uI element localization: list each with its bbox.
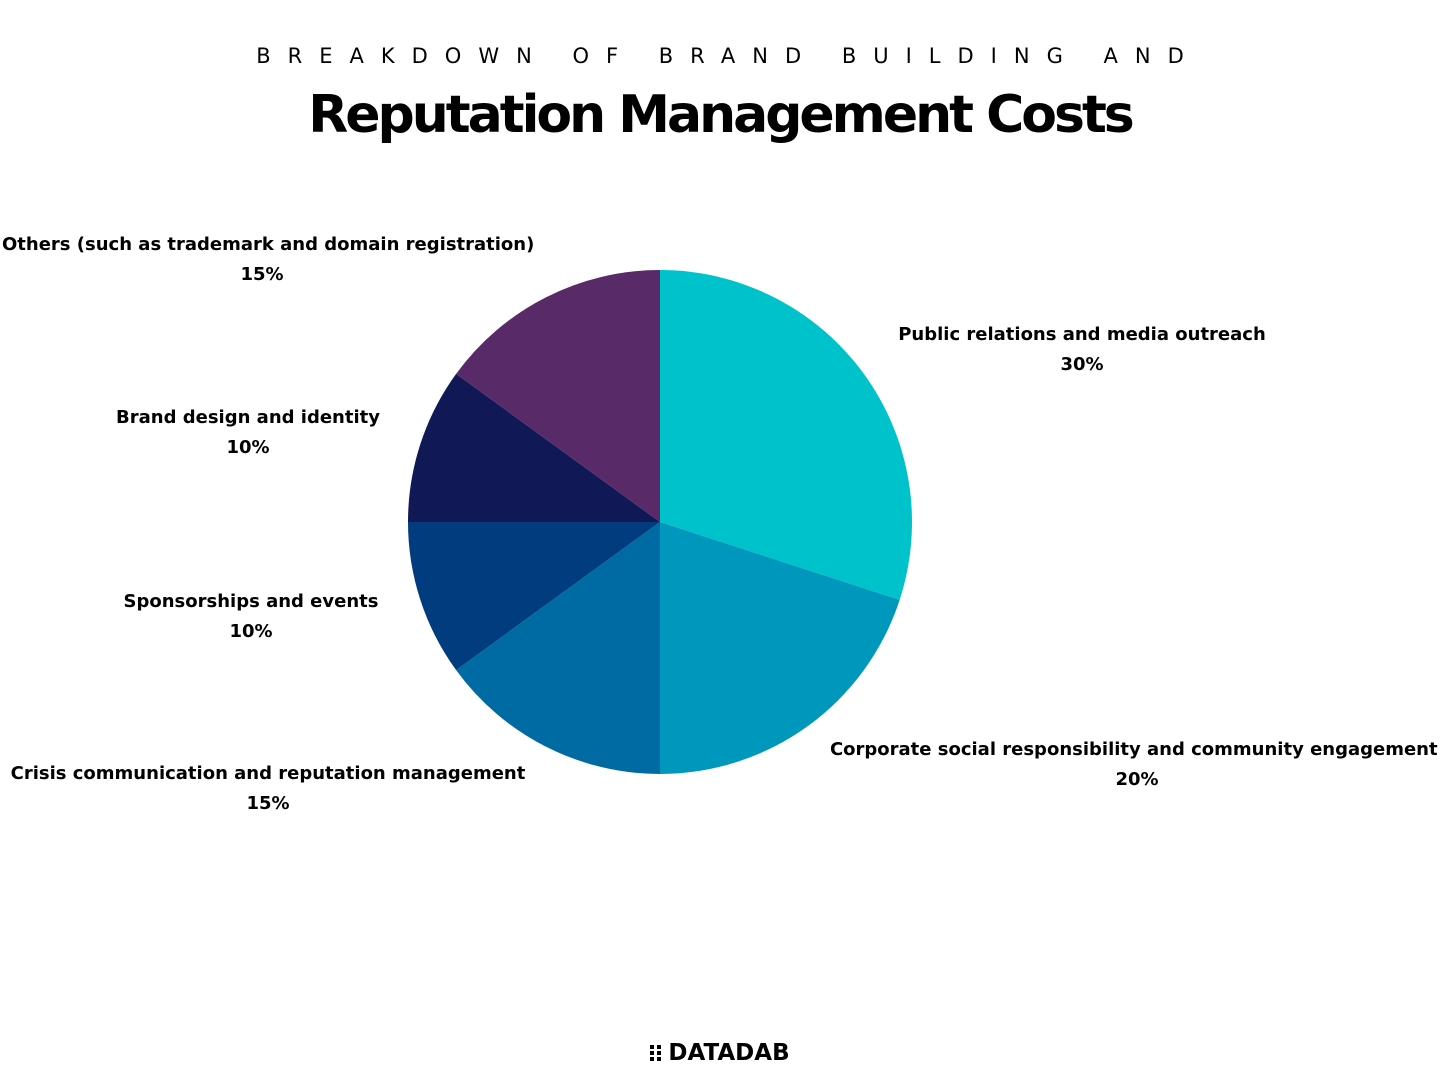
pie-slice-6 xyxy=(456,270,660,522)
brand-logo: DATADAB xyxy=(0,1038,1440,1068)
slice-value-6: 15% xyxy=(240,264,283,285)
chart-title: Reputation Management Costs xyxy=(308,85,1135,145)
slice-label-6: Others (such as trademark and domain reg… xyxy=(2,234,534,255)
logo-dots-icon xyxy=(650,1045,662,1061)
pie-slice-1 xyxy=(660,270,913,600)
slice-value-3: 15% xyxy=(246,793,289,814)
pie-slice-3 xyxy=(456,522,660,774)
slice-label-2: Corporate social responsibility and comm… xyxy=(830,739,1438,760)
pie-slice-2 xyxy=(660,522,900,774)
slice-value-2: 20% xyxy=(1115,769,1158,790)
chart-subtitle: BREAKDOWN OF BRAND BUILDING AND xyxy=(256,44,1201,68)
slice-label-4: Sponsorships and events xyxy=(124,591,379,612)
pie-labels: Public relations and media outreach 30% Co… xyxy=(2,234,1438,814)
slice-label-3: Crisis communication and reputation mana… xyxy=(11,763,526,784)
brand-name: DATADAB xyxy=(668,1040,790,1066)
pie-slices xyxy=(408,270,913,774)
slice-value-4: 10% xyxy=(229,621,272,642)
slice-label-1: Public relations and media outreach xyxy=(898,324,1266,345)
slice-value-5: 10% xyxy=(226,437,269,458)
pie-slice-5 xyxy=(408,373,660,522)
slice-value-1: 30% xyxy=(1060,354,1103,375)
pie-slice-4 xyxy=(408,522,660,671)
slice-label-5: Brand design and identity xyxy=(116,407,380,428)
